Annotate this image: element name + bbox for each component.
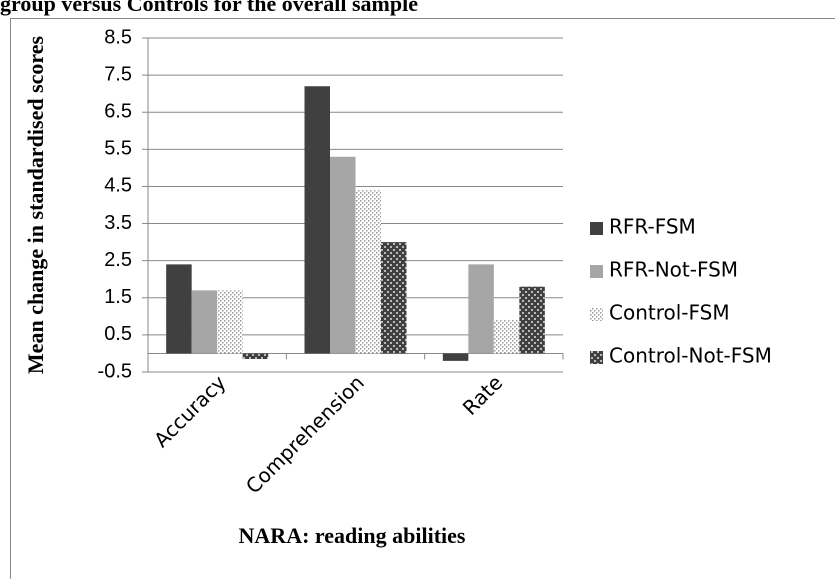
legend-swatch	[590, 222, 603, 235]
bar	[381, 242, 407, 354]
x-tick-label: Comprehension	[241, 370, 369, 498]
bar	[304, 86, 330, 354]
y-tick-label: 0.5	[104, 323, 132, 345]
chart-frame	[10, 18, 835, 579]
y-tick-label: -0.5	[98, 360, 132, 382]
legend-label: RFR-Not-FSM	[609, 258, 738, 282]
bar	[217, 290, 243, 354]
bar	[191, 290, 218, 354]
y-tick-label: 6.5	[104, 101, 132, 123]
x-tick-label: Rate	[458, 370, 507, 419]
bar	[166, 264, 192, 354]
bar	[442, 353, 469, 361]
legend-swatch	[590, 265, 603, 278]
x-tick-label: Accuracy	[149, 370, 231, 452]
chart-title: group versus Controls for the overall sa…	[0, 0, 418, 16]
bar	[355, 190, 381, 354]
y-axis-label: Mean change in standardised scores	[23, 35, 48, 374]
legend-label: Control-Not-FSM	[609, 344, 772, 368]
y-tick-label: 7.5	[104, 63, 132, 85]
bar	[493, 320, 520, 354]
bar	[242, 353, 269, 360]
y-tick-label: 8.5	[104, 26, 132, 48]
legend-swatch	[590, 308, 603, 321]
y-tick-label: 2.5	[104, 249, 132, 271]
legend-label: RFR-FSM	[609, 215, 696, 239]
bar	[468, 264, 494, 354]
y-tick-label: 3.5	[104, 212, 132, 234]
y-tick-label: 1.5	[104, 286, 132, 308]
bar	[330, 156, 356, 354]
y-tick-label: 5.5	[104, 138, 132, 160]
bar	[519, 286, 545, 354]
x-axis-label: NARA: reading abilities	[239, 523, 466, 548]
legend-swatch	[590, 351, 603, 364]
legend-label: Control-FSM	[609, 301, 730, 325]
y-tick-label: 4.5	[104, 175, 132, 197]
